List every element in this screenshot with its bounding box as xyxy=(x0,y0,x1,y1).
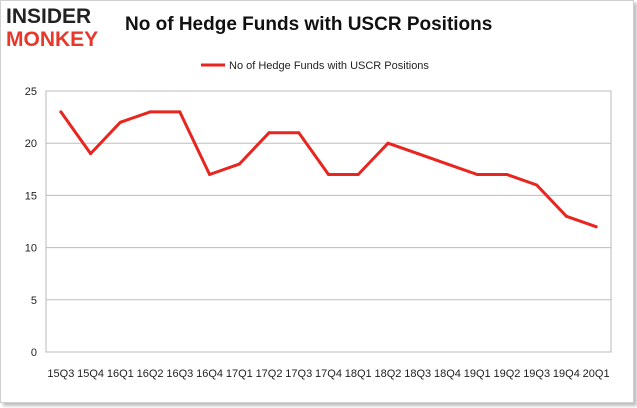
insider-monkey-logo: INSIDER MONKEY xyxy=(6,6,114,52)
y-tick-label: 15 xyxy=(25,190,37,202)
x-tick-label: 15Q4 xyxy=(77,368,104,380)
data-point xyxy=(327,173,330,177)
data-point xyxy=(297,131,301,135)
x-tick-label: 20Q1 xyxy=(583,368,610,380)
x-tick-label: 17Q3 xyxy=(285,368,312,380)
logo-line2: MONKEY xyxy=(6,28,99,51)
x-tick-label: 16Q2 xyxy=(137,368,164,380)
x-tick-label: 17Q4 xyxy=(315,368,342,380)
series-line xyxy=(59,110,598,229)
x-tick-label: 19Q4 xyxy=(553,368,580,380)
data-point xyxy=(89,152,93,156)
data-point xyxy=(505,173,509,177)
data-point xyxy=(178,110,182,114)
data-point xyxy=(564,214,568,218)
chart-title: No of Hedge Funds with USCR Positions xyxy=(125,14,493,35)
x-tick-label: 19Q2 xyxy=(493,368,520,380)
plot-area-border xyxy=(45,90,612,353)
y-tick-label: 20 xyxy=(25,138,37,150)
x-tick-label: 19Q1 xyxy=(464,368,491,380)
logo-line1: INSIDER xyxy=(6,5,92,28)
data-point xyxy=(208,173,212,177)
data-point xyxy=(416,152,420,156)
x-tick-label: 18Q4 xyxy=(434,368,461,380)
legend-label: No of Hedge Funds with USCR Positions xyxy=(229,60,429,72)
data-point xyxy=(445,162,449,166)
x-tick-label: 17Q2 xyxy=(256,368,283,380)
data-point xyxy=(237,162,241,166)
y-tick-label: 5 xyxy=(31,295,37,307)
x-tick-label: 16Q4 xyxy=(196,368,223,380)
data-point xyxy=(148,110,152,114)
data-point xyxy=(475,173,479,177)
x-tick-label: 18Q3 xyxy=(404,368,431,380)
data-point xyxy=(386,141,390,145)
y-tick-label: 25 xyxy=(25,86,37,98)
x-tick-label: 18Q2 xyxy=(375,368,402,380)
x-tick-label: 16Q1 xyxy=(107,368,134,380)
data-point xyxy=(594,225,598,229)
data-point xyxy=(535,183,539,187)
x-tick-label: 15Q3 xyxy=(47,368,74,380)
y-tick-label: 10 xyxy=(25,243,37,255)
data-point xyxy=(59,110,63,114)
y-tick-label: 0 xyxy=(31,347,37,359)
data-point xyxy=(118,120,122,124)
x-tick-label: 18Q1 xyxy=(345,368,372,380)
x-tick-label: 17Q1 xyxy=(226,368,253,380)
data-point xyxy=(356,173,360,177)
data-point xyxy=(267,131,271,135)
x-tick-label: 19Q3 xyxy=(523,368,550,380)
x-tick-label: 16Q3 xyxy=(166,368,193,380)
